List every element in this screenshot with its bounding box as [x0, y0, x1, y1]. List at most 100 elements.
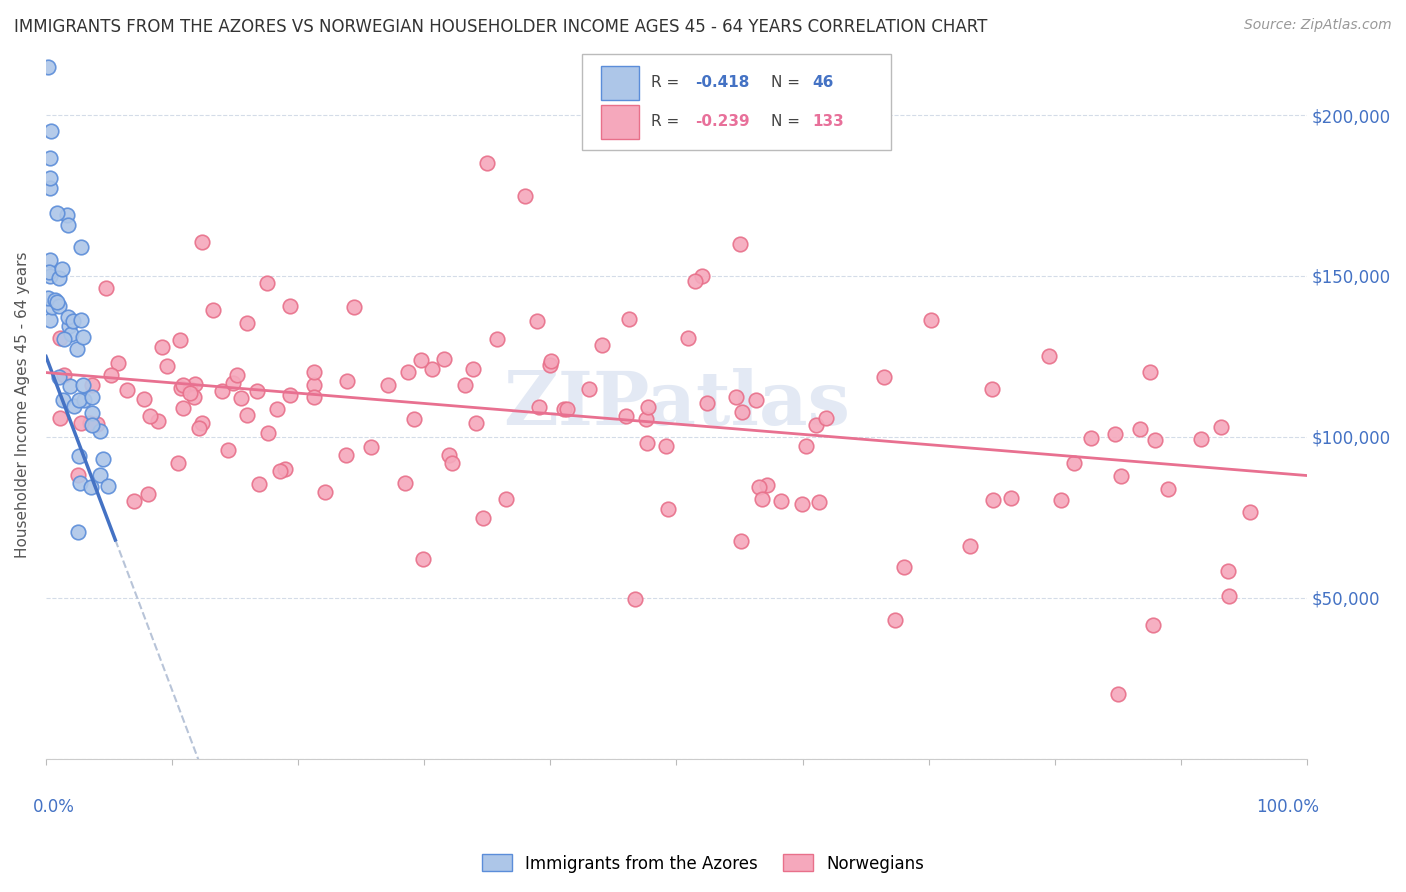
Point [751, 491, 773, 506]
Point [39, 268, 62, 283]
Point [591, 338, 613, 352]
Text: R =: R = [651, 114, 685, 129]
Point [86, 417, 108, 431]
Point [169, 382, 191, 396]
Point [1157, 482, 1180, 496]
Point [235, 409, 257, 423]
Point [1104, 426, 1126, 441]
Point [138, 409, 160, 424]
Point [755, 478, 778, 492]
Point [1063, 456, 1085, 470]
Point [183, 390, 205, 404]
Point [1209, 420, 1232, 434]
Point [624, 592, 647, 607]
Point [728, 236, 751, 251]
Point [274, 462, 297, 476]
Point [676, 330, 699, 344]
Point [464, 416, 486, 430]
Point [614, 409, 637, 423]
Point [52, 368, 75, 383]
Point [63, 399, 86, 413]
Point [217, 442, 239, 457]
Point [156, 359, 179, 373]
Point [202, 302, 225, 317]
Point [1216, 565, 1239, 579]
Point [67, 524, 90, 539]
Point [1218, 589, 1240, 603]
Point [725, 390, 748, 404]
Point [815, 411, 838, 425]
Point [52, 332, 75, 346]
Point [409, 352, 432, 367]
Point [72, 330, 94, 344]
Point [343, 300, 366, 314]
Point [39, 313, 62, 327]
Point [808, 495, 831, 509]
Point [806, 418, 828, 433]
Point [553, 402, 575, 417]
Point [402, 412, 425, 426]
Point [981, 382, 1004, 396]
Point [1139, 365, 1161, 379]
Point [792, 497, 814, 511]
Point [884, 613, 907, 627]
Point [696, 396, 718, 410]
Point [314, 484, 336, 499]
Point [280, 299, 302, 313]
Point [51, 261, 73, 276]
Point [461, 361, 484, 376]
Point [794, 439, 817, 453]
Point [225, 368, 247, 382]
Point [872, 370, 894, 384]
Point [48, 270, 70, 285]
Point [107, 356, 129, 370]
Point [893, 560, 915, 574]
Point [1050, 492, 1073, 507]
Point [70, 240, 93, 254]
Point [38, 265, 60, 279]
Point [69, 476, 91, 491]
Point [247, 477, 270, 491]
Point [60, 326, 83, 341]
Text: N =: N = [770, 114, 806, 129]
Point [485, 332, 508, 346]
Point [1000, 491, 1022, 505]
Point [731, 405, 754, 419]
Point [302, 378, 325, 392]
Point [89, 425, 111, 439]
Point [657, 502, 679, 516]
Point [246, 384, 269, 398]
Point [439, 448, 461, 462]
Point [73, 393, 96, 408]
Point [150, 340, 173, 354]
Point [38, 252, 60, 267]
Point [58, 218, 80, 232]
Point [538, 358, 561, 372]
Point [471, 511, 494, 525]
Point [136, 487, 159, 501]
Point [67, 392, 90, 407]
Text: -0.418: -0.418 [696, 75, 749, 90]
Point [1142, 617, 1164, 632]
Point [52, 393, 75, 408]
Point [730, 533, 752, 548]
Point [540, 354, 562, 368]
Point [37, 291, 59, 305]
Point [48, 410, 70, 425]
Point [115, 384, 138, 398]
Point [222, 376, 245, 391]
Point [169, 334, 191, 348]
Point [636, 436, 658, 450]
Text: 46: 46 [813, 75, 834, 90]
Point [45, 206, 67, 220]
Point [394, 475, 416, 490]
Point [191, 235, 214, 250]
Point [637, 400, 659, 414]
Text: ZIPatlas: ZIPatlas [503, 368, 851, 442]
Point [1107, 687, 1129, 701]
Point [45, 294, 67, 309]
Point [440, 457, 463, 471]
Text: N =: N = [770, 75, 806, 90]
Point [49, 331, 72, 345]
Text: -0.239: -0.239 [696, 114, 749, 129]
